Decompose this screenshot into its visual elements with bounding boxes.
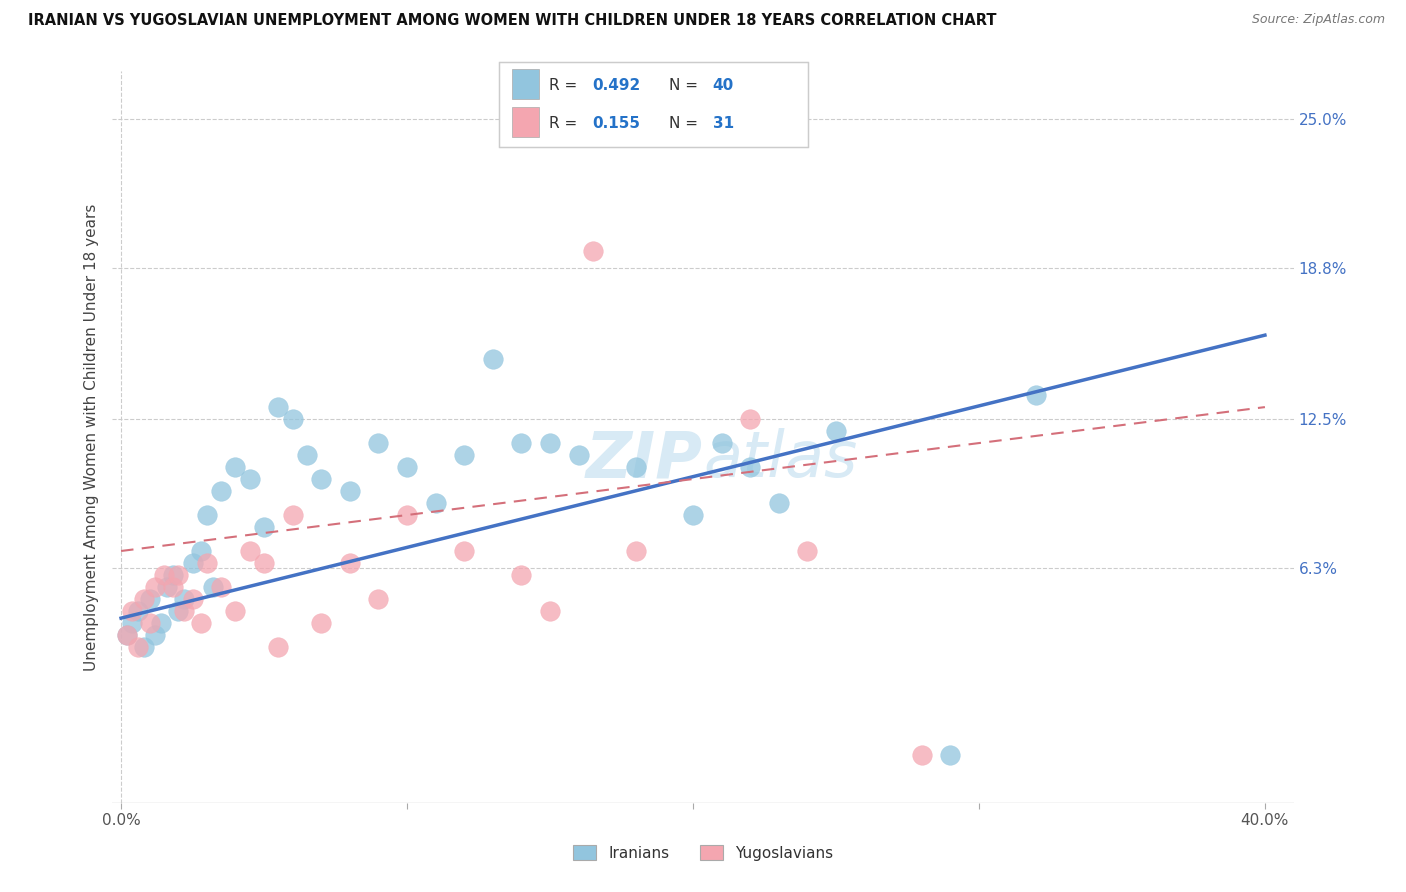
Point: [395, 460, 418, 475]
Point: [121, 615, 143, 630]
Point: [145, 628, 167, 642]
Point: [425, 496, 447, 510]
Point: [153, 568, 176, 582]
Point: [138, 591, 160, 606]
Point: [145, 580, 167, 594]
Text: N =: N =: [669, 116, 703, 131]
Text: 31: 31: [713, 116, 734, 131]
Point: [309, 615, 332, 630]
Point: [239, 472, 262, 486]
Point: [115, 628, 138, 642]
Point: [538, 436, 561, 450]
Point: [253, 556, 276, 570]
Point: [132, 640, 155, 654]
Point: [195, 556, 218, 570]
Point: [224, 460, 246, 475]
Point: [239, 544, 262, 558]
Bar: [512, 70, 540, 99]
Text: 0.492: 0.492: [592, 78, 640, 93]
Point: [190, 615, 212, 630]
Text: 0.155: 0.155: [592, 116, 640, 131]
Point: [132, 591, 155, 606]
Point: [115, 628, 138, 642]
Text: Source: ZipAtlas.com: Source: ZipAtlas.com: [1251, 13, 1385, 27]
Point: [181, 556, 204, 570]
Point: [395, 508, 418, 522]
Point: [582, 244, 605, 259]
Point: [740, 460, 762, 475]
Point: [167, 604, 190, 618]
Point: [453, 448, 475, 462]
Legend: Iranians, Yugoslavians: Iranians, Yugoslavians: [565, 837, 841, 868]
Point: [568, 448, 591, 462]
Point: [127, 640, 149, 654]
Point: [1025, 388, 1047, 402]
Point: [367, 591, 389, 606]
Point: [367, 436, 389, 450]
Point: [173, 591, 195, 606]
Point: [224, 604, 246, 618]
Text: N =: N =: [669, 78, 703, 93]
Point: [173, 604, 195, 618]
Point: [911, 747, 934, 762]
Point: [253, 520, 276, 534]
Text: atlas: atlas: [703, 428, 858, 490]
Point: [939, 747, 962, 762]
Point: [127, 604, 149, 618]
Y-axis label: Unemployment Among Women with Children Under 18 years: Unemployment Among Women with Children U…: [83, 203, 98, 671]
Point: [167, 568, 190, 582]
Point: [138, 615, 160, 630]
Point: [267, 400, 290, 414]
Point: [150, 615, 173, 630]
Point: [309, 472, 332, 486]
Point: [281, 412, 304, 426]
Point: [195, 508, 218, 522]
Bar: [512, 107, 540, 137]
Point: [156, 580, 179, 594]
Point: [339, 483, 361, 498]
Point: [267, 640, 290, 654]
Point: [624, 544, 647, 558]
Point: [281, 508, 304, 522]
Text: ZIP: ZIP: [586, 428, 703, 490]
Point: [510, 436, 533, 450]
Point: [482, 352, 505, 367]
Point: [339, 556, 361, 570]
Point: [453, 544, 475, 558]
Point: [181, 591, 204, 606]
Point: [121, 604, 143, 618]
Point: [796, 544, 818, 558]
Point: [825, 424, 848, 438]
Point: [190, 544, 212, 558]
Text: 40: 40: [713, 78, 734, 93]
Point: [682, 508, 704, 522]
Point: [209, 580, 232, 594]
Point: [295, 448, 318, 462]
Point: [538, 604, 561, 618]
Point: [768, 496, 790, 510]
Text: IRANIAN VS YUGOSLAVIAN UNEMPLOYMENT AMONG WOMEN WITH CHILDREN UNDER 18 YEARS COR: IRANIAN VS YUGOSLAVIAN UNEMPLOYMENT AMON…: [28, 13, 997, 29]
Point: [209, 483, 232, 498]
Point: [710, 436, 733, 450]
Point: [201, 580, 224, 594]
Point: [740, 412, 762, 426]
Text: R =: R =: [548, 78, 582, 93]
Point: [510, 568, 533, 582]
Point: [162, 568, 184, 582]
Point: [624, 460, 647, 475]
Point: [162, 580, 184, 594]
Text: R =: R =: [548, 116, 582, 131]
